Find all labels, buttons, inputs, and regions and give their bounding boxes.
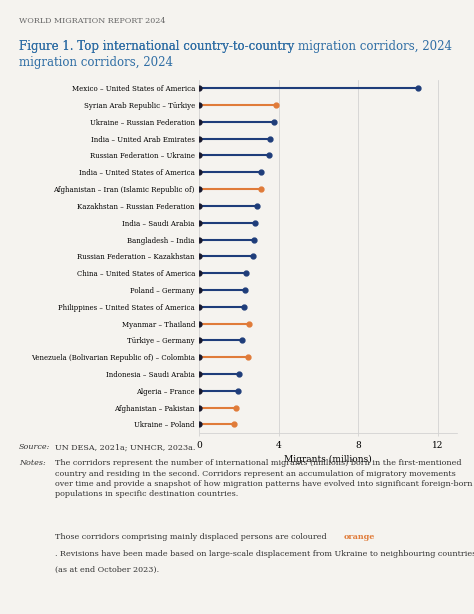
- Text: WORLD MIGRATION REPORT 2024: WORLD MIGRATION REPORT 2024: [19, 17, 165, 25]
- Text: Notes:: Notes:: [19, 459, 46, 467]
- Text: Source:: Source:: [19, 443, 50, 451]
- X-axis label: Migrants (millions): Migrants (millions): [284, 455, 372, 464]
- Text: UN DESA, 2021a; UNHCR, 2023a.: UN DESA, 2021a; UNHCR, 2023a.: [55, 443, 195, 451]
- Text: . Revisions have been made based on large-scale displacement from Ukraine to nei: . Revisions have been made based on larg…: [55, 550, 474, 558]
- Text: The corridors represent the number of international migrants (millions) born in : The corridors represent the number of in…: [55, 459, 472, 499]
- Text: (as at end October 2023).: (as at end October 2023).: [55, 566, 159, 574]
- Text: Figure 1. Top international country-to-country migration corridors, 2024: Figure 1. Top international country-to-c…: [19, 40, 452, 53]
- Text: orange: orange: [344, 533, 375, 541]
- Text: Those corridors comprising mainly displaced persons are coloured: Those corridors comprising mainly displa…: [55, 533, 326, 541]
- Text: Figure 1. Top international country-to-country: Figure 1. Top international country-to-c…: [19, 40, 294, 53]
- Text: migration corridors, 2024: migration corridors, 2024: [19, 56, 173, 69]
